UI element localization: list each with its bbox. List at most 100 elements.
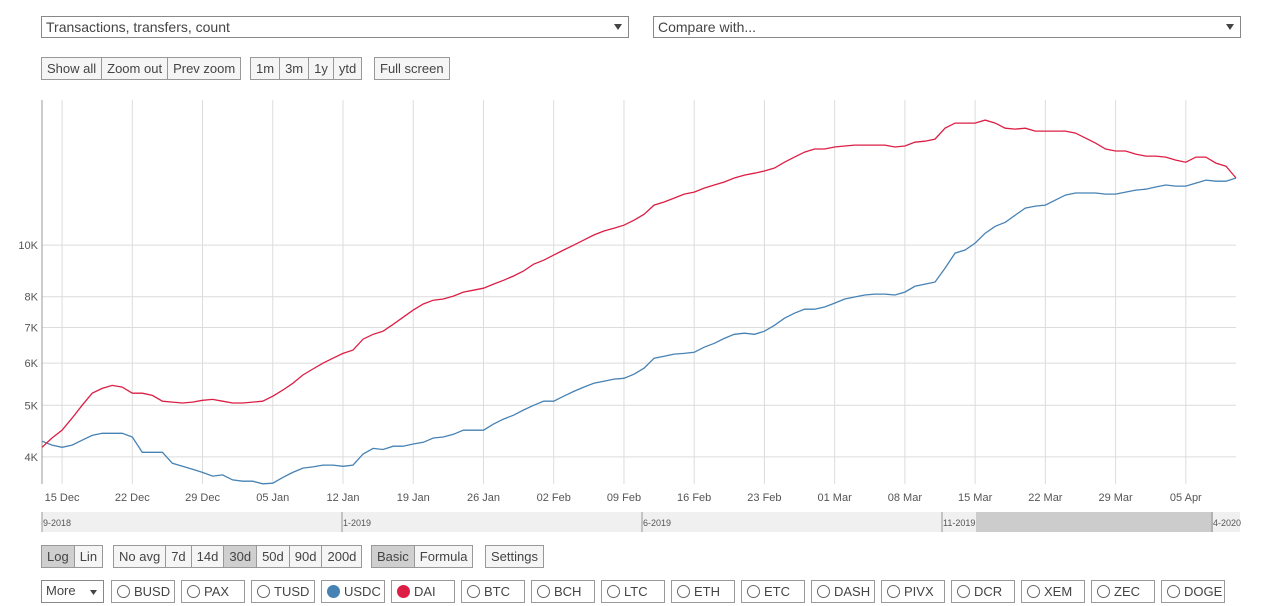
coin-marker bbox=[397, 585, 410, 598]
coin-label: LTC bbox=[624, 584, 648, 599]
coin-checkbox[interactable]: LTC bbox=[601, 580, 665, 603]
coin-checkbox[interactable]: TUSD bbox=[251, 580, 315, 603]
settings-button[interactable]: Settings bbox=[485, 545, 544, 568]
zoom-button[interactable]: Zoom out bbox=[101, 57, 169, 80]
x-tick-label: 15 Mar bbox=[958, 492, 993, 504]
compare-select[interactable]: Compare with... bbox=[653, 16, 1241, 38]
average-buttons: No avg 7d 14d 30d 50d 90d 200d bbox=[113, 545, 363, 568]
x-tick-label: 12 Jan bbox=[326, 492, 359, 504]
metric-select-text: Transactions, transfers, count bbox=[46, 19, 230, 35]
x-tick-label: 01 Mar bbox=[818, 492, 853, 504]
y-tick-label: 6K bbox=[25, 358, 39, 370]
coin-label: USDC bbox=[344, 584, 381, 599]
average-button[interactable]: 30d bbox=[223, 545, 258, 568]
average-button[interactable]: 90d bbox=[288, 545, 323, 568]
more-select[interactable]: More bbox=[41, 580, 104, 603]
coin-checkbox[interactable]: ETC bbox=[741, 580, 805, 603]
coin-label: DCR bbox=[974, 584, 1003, 599]
coin-label: ETH bbox=[694, 584, 720, 599]
coin-checkbox[interactable]: PIVX bbox=[881, 580, 945, 603]
coin-label: BTC bbox=[484, 584, 510, 599]
coin-checkbox[interactable]: PAX bbox=[181, 580, 245, 603]
coin-checkbox[interactable]: ETH bbox=[671, 580, 735, 603]
coin-checkbox[interactable]: ZEC bbox=[1091, 580, 1155, 603]
coin-checkbox[interactable]: DCR bbox=[951, 580, 1015, 603]
y-tick-label: 8K bbox=[25, 292, 39, 304]
mode-button[interactable]: Formula bbox=[413, 545, 474, 568]
x-tick-label: 29 Dec bbox=[185, 492, 220, 504]
range-button[interactable]: 1y bbox=[308, 57, 334, 80]
coin-label: DAI bbox=[414, 584, 436, 599]
range-buttons: 1m 3m 1y ytd bbox=[250, 57, 363, 80]
coin-label: XEM bbox=[1044, 584, 1073, 599]
coin-marker bbox=[327, 585, 340, 598]
navigator-label: 1-2019 bbox=[343, 518, 371, 528]
coin-label: PAX bbox=[204, 584, 230, 599]
zoom-button[interactable]: Prev zoom bbox=[167, 57, 242, 80]
coin-marker bbox=[1027, 585, 1040, 598]
average-button[interactable]: 200d bbox=[321, 545, 363, 568]
average-button[interactable]: No avg bbox=[113, 545, 167, 568]
x-tick-label: 02 Feb bbox=[537, 492, 571, 504]
coin-checkbox[interactable]: BCH bbox=[531, 580, 595, 603]
coin-label: BUSD bbox=[134, 584, 171, 599]
x-tick-label: 16 Feb bbox=[677, 492, 711, 504]
range-button[interactable]: 3m bbox=[279, 57, 310, 80]
average-button[interactable]: 50d bbox=[256, 545, 290, 568]
coin-marker bbox=[607, 585, 620, 598]
x-tick-label: 23 Feb bbox=[747, 492, 781, 504]
x-tick-label: 29 Mar bbox=[1098, 492, 1133, 504]
data-line bbox=[41, 119, 1237, 448]
coin-label: PIVX bbox=[904, 584, 934, 599]
coin-marker bbox=[887, 585, 900, 598]
scale-button[interactable]: Lin bbox=[73, 545, 104, 568]
metric-select[interactable]: Transactions, transfers, count bbox=[41, 16, 629, 38]
zoom-buttons: Show all Zoom out Prev zoom bbox=[41, 57, 242, 80]
x-tick-label: 08 Mar bbox=[888, 492, 923, 504]
data-line bbox=[41, 177, 1237, 485]
coin-marker bbox=[1097, 585, 1110, 598]
navigator-label: 11-2019 bbox=[943, 518, 975, 528]
coin-label: DOGE bbox=[1184, 584, 1223, 599]
coin-checkbox[interactable]: USDC bbox=[321, 580, 385, 603]
navigator-label: 6-2019 bbox=[643, 518, 671, 528]
zoom-button[interactable]: Show all bbox=[41, 57, 103, 80]
y-tick-label: 5K bbox=[25, 400, 39, 412]
x-tick-label: 05 Apr bbox=[1170, 492, 1202, 504]
range-button[interactable]: ytd bbox=[332, 57, 363, 80]
y-tick-label: 7K bbox=[25, 323, 39, 335]
coin-checkbox[interactable]: DOGE bbox=[1161, 580, 1225, 603]
average-button[interactable]: 14d bbox=[190, 545, 225, 568]
coin-marker bbox=[677, 585, 690, 598]
coin-label: BCH bbox=[554, 584, 582, 599]
mode-buttons: Basic Formula bbox=[371, 545, 474, 568]
coin-marker bbox=[1167, 585, 1180, 598]
coin-checkbox[interactable]: DASH bbox=[811, 580, 875, 603]
more-select-text: More bbox=[46, 583, 76, 598]
range-button[interactable]: 1m bbox=[250, 57, 281, 80]
x-tick-label: 09 Feb bbox=[607, 492, 641, 504]
coin-marker bbox=[117, 585, 130, 598]
dropdown-arrow bbox=[90, 590, 97, 595]
mode-button[interactable]: Basic bbox=[371, 545, 415, 568]
settings-group: Settings bbox=[485, 545, 544, 568]
coin-label: DASH bbox=[834, 584, 871, 599]
average-button[interactable]: 7d bbox=[165, 545, 192, 568]
coin-checkbox[interactable]: BTC bbox=[461, 580, 525, 603]
x-tick-label: 19 Jan bbox=[397, 492, 430, 504]
fullscreen-group: Full screen bbox=[374, 57, 450, 80]
coin-marker bbox=[257, 585, 270, 598]
coin-marker bbox=[747, 585, 760, 598]
coin-checkbox[interactable]: DAI bbox=[391, 580, 455, 603]
scale-button[interactable]: Log bbox=[41, 545, 75, 568]
navigator-label: 4-2020 bbox=[1213, 518, 1241, 528]
coin-label: ZEC bbox=[1114, 584, 1140, 599]
compare-select-text: Compare with... bbox=[658, 19, 757, 35]
coin-label: ETC bbox=[764, 584, 790, 599]
fullscreen-button[interactable]: Full screen bbox=[374, 57, 450, 80]
y-tick-label: 4K bbox=[25, 452, 39, 464]
coin-marker bbox=[537, 585, 550, 598]
y-tick-label: 10K bbox=[18, 240, 38, 252]
coin-checkbox[interactable]: BUSD bbox=[111, 580, 175, 603]
coin-checkbox[interactable]: XEM bbox=[1021, 580, 1085, 603]
